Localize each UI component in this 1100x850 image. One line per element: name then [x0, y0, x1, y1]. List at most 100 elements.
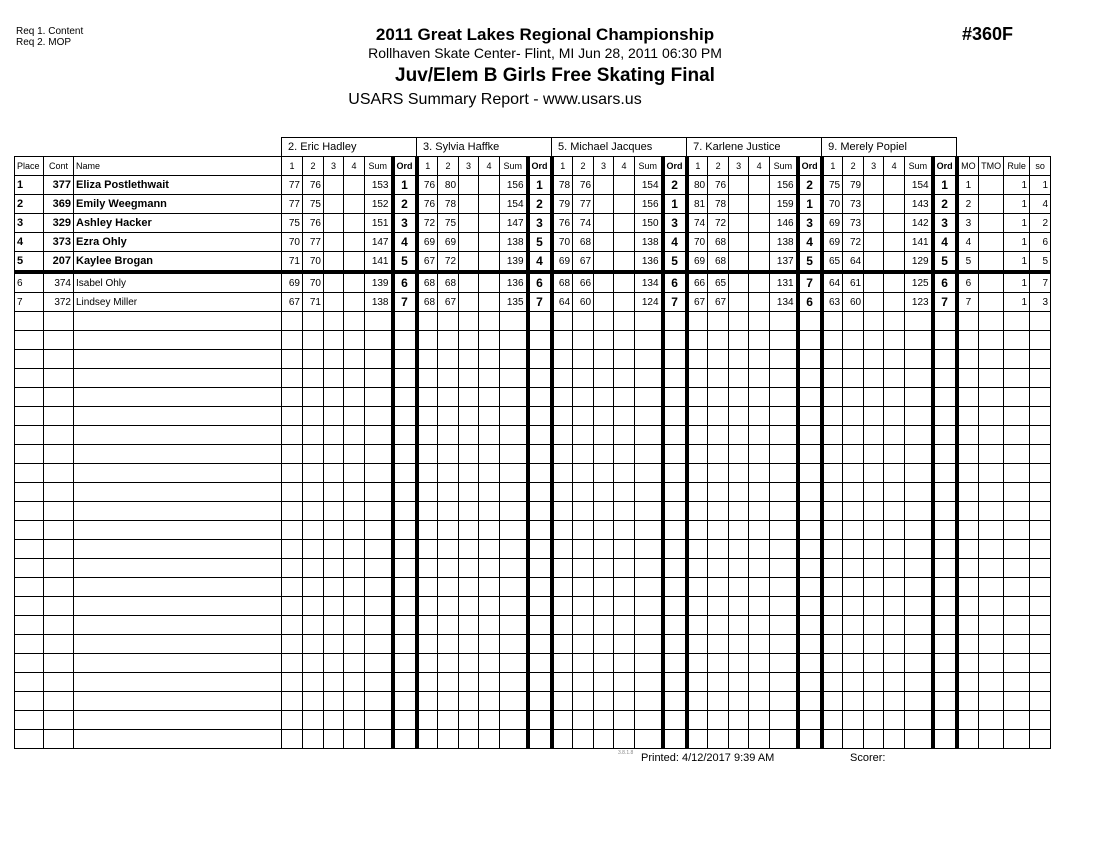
empty-row: [14, 387, 1052, 407]
score-3: [458, 406, 480, 426]
tmo-cell: [978, 425, 1005, 445]
score-3: [593, 615, 615, 635]
score-2: [302, 368, 324, 388]
score-3: [593, 387, 615, 407]
score-1: [551, 330, 574, 350]
ordinal: [390, 501, 419, 521]
score-sum: 141: [904, 232, 934, 252]
score-sum: [769, 634, 799, 654]
score-2: 66: [572, 271, 595, 293]
score-4: [478, 271, 501, 293]
score-1: [686, 368, 709, 388]
ordinal: 7: [525, 292, 554, 312]
score-2: 61: [842, 271, 865, 293]
score-4: [748, 520, 771, 540]
score-3: [863, 520, 885, 540]
place-cell: [14, 311, 44, 331]
ordinal: [660, 539, 689, 559]
ordinal: [390, 596, 419, 616]
score-sum: [634, 634, 664, 654]
name-cell: [73, 710, 282, 730]
rule-cell: [1003, 653, 1031, 673]
score-3: [728, 558, 750, 578]
ordinal: 6: [525, 271, 554, 293]
empty-row: [14, 349, 1052, 369]
score-1: [821, 710, 844, 730]
ordinal: [930, 311, 959, 331]
header-judge-col: 2: [437, 156, 460, 176]
ordinal: [660, 558, 689, 578]
skater-row: 6 374 Isabel Ohly 69 70 139 6 68 68 136 6 68 66 134 6 6…: [14, 271, 1052, 293]
score-2: [302, 672, 324, 692]
score-sum: [769, 349, 799, 369]
ordinal: [525, 349, 554, 369]
score-sum: [634, 482, 664, 502]
score-2: [707, 710, 730, 730]
score-sum: 152: [364, 194, 393, 214]
ordinal: [390, 463, 419, 483]
score-4: [748, 615, 771, 635]
score-4: [883, 213, 906, 233]
score-3: [593, 330, 615, 350]
empty-row: [14, 520, 1052, 540]
ordinal: [525, 444, 554, 464]
score-4: [343, 710, 365, 730]
score-sum: [904, 311, 934, 331]
score-4: [478, 463, 501, 483]
score-1: 80: [686, 175, 709, 195]
score-2: [707, 501, 730, 521]
tmo-cell: [978, 271, 1005, 293]
cont-cell: [43, 482, 74, 502]
score-4: [613, 213, 636, 233]
score-1: [821, 520, 844, 540]
rule-cell: 1: [1003, 175, 1031, 195]
score-sum: 123: [904, 292, 934, 312]
score-1: [281, 368, 303, 388]
score-sum: 146: [769, 213, 799, 233]
score-2: [437, 463, 460, 483]
score-1: [821, 539, 844, 559]
cont-cell: [43, 710, 74, 730]
so-cell: [1029, 672, 1052, 692]
ordinal: 4: [525, 251, 554, 274]
score-1: [686, 406, 709, 426]
score-4: [883, 520, 906, 540]
score-sum: [364, 425, 393, 445]
score-sum: [364, 406, 393, 426]
score-1: [821, 634, 844, 654]
score-2: [572, 729, 595, 749]
score-1: [416, 463, 439, 483]
score-1: [821, 387, 844, 407]
score-4: [883, 634, 906, 654]
header-so: so: [1029, 156, 1052, 176]
score-sum: 139: [364, 271, 393, 293]
score-3: [863, 368, 885, 388]
score-2: 77: [572, 194, 595, 214]
place-cell: [14, 634, 44, 654]
empty-row: [14, 311, 1052, 331]
score-2: [437, 482, 460, 502]
score-1: [821, 368, 844, 388]
ordinal: [930, 691, 959, 711]
score-3: [728, 251, 750, 274]
so-cell: 4: [1029, 194, 1052, 214]
score-sum: [769, 444, 799, 464]
ordinal: [390, 520, 419, 540]
score-2: [842, 634, 865, 654]
score-2: [572, 615, 595, 635]
place-cell: [14, 615, 44, 635]
ordinal: [660, 368, 689, 388]
ordinal: [525, 463, 554, 483]
score-4: [883, 482, 906, 502]
ordinal: [930, 634, 959, 654]
cont-cell: [43, 330, 74, 350]
score-2: [437, 444, 460, 464]
score-3: [593, 539, 615, 559]
score-sum: [499, 691, 529, 711]
so-cell: [1029, 482, 1052, 502]
ordinal: 2: [525, 194, 554, 214]
score-2: [572, 710, 595, 730]
ordinal: [660, 311, 689, 331]
score-4: [748, 330, 771, 350]
score-sum: [634, 349, 664, 369]
